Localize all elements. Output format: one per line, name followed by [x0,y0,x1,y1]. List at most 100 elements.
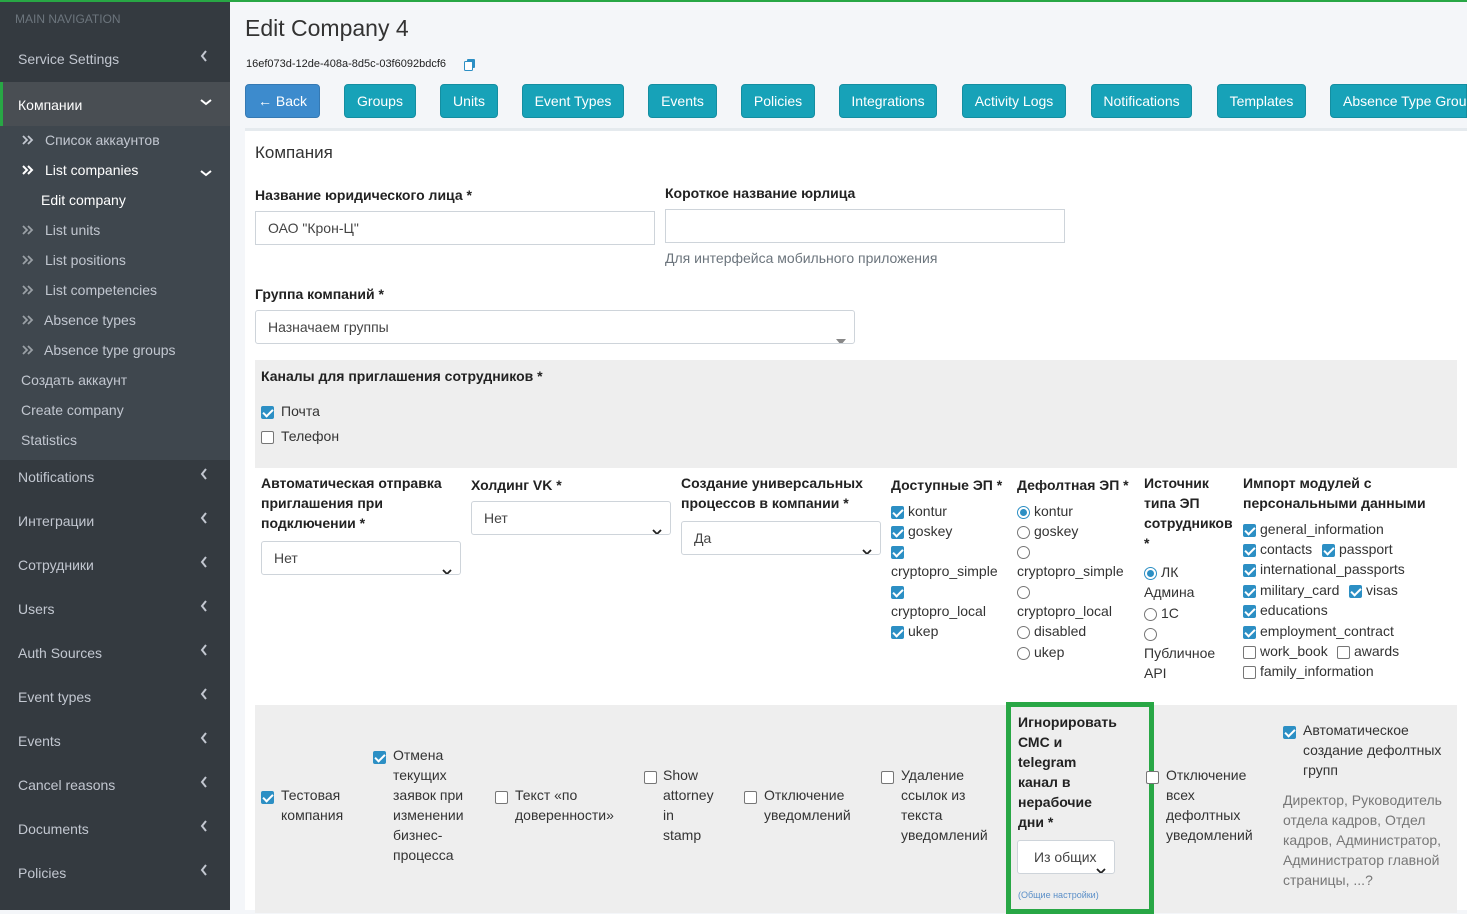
templates-button[interactable]: Templates [1217,84,1306,118]
default-kontur-label: kontur [1034,503,1073,519]
holding-vk-select[interactable]: Нет [471,501,671,535]
label-line: дефолтных [1166,807,1241,823]
module-work-book-checkbox[interactable] [1243,646,1256,659]
module-international-passports-checkbox[interactable] [1243,564,1256,577]
module-military-card-checkbox[interactable] [1243,585,1256,598]
power-of-attorney-checkbox[interactable] [495,791,508,804]
sub-item-statistics[interactable]: Statistics [0,426,230,456]
event-types-button[interactable]: Event Types [522,84,624,118]
default-cryptopro-local-radio[interactable] [1017,586,1030,599]
nav-item-label: Notifications [18,469,95,485]
activity-logs-button[interactable]: Activity Logs [962,84,1066,118]
disable-default-notifications-checkbox[interactable] [1146,771,1159,784]
label-line: Игнорировать [1018,714,1117,730]
events-button[interactable]: Events [648,84,717,118]
sub-item-list-positions[interactable]: List positions [0,246,230,276]
description-line: страницы, ...? [1283,872,1373,888]
auto-invite-select[interactable]: Нет [261,541,461,575]
ep-cryptopro-simple-checkbox[interactable] [891,546,904,559]
sub-item-list-competencies[interactable]: List competencies [0,276,230,306]
disable-notifications-checkbox[interactable] [744,791,757,804]
default-ukep-radio[interactable] [1017,647,1030,660]
default-ep-label: Дефолтная ЭП * [1017,477,1129,493]
mail-checkbox[interactable] [261,406,274,419]
phone-checkbox[interactable] [261,431,274,444]
default-goskey-radio[interactable] [1017,526,1030,539]
sub-item-label: List positions [45,252,126,268]
module-passport-checkbox[interactable] [1322,544,1335,557]
label-line: Текст «по [515,787,578,803]
sub-item-absence-type-groups[interactable]: Absence type groups [0,336,230,366]
notifications-button[interactable]: Notifications [1091,84,1192,118]
flags-panel [255,705,1457,913]
available-ep-label: Доступные ЭП * [891,477,1003,493]
nav-item-users[interactable]: Users [0,589,230,629]
sub-item-list-companies[interactable]: List companies [0,156,230,186]
default-cryptopro-simple-radio[interactable] [1017,546,1030,559]
show-attorney-checkbox[interactable] [644,771,657,784]
module-contacts-checkbox[interactable] [1243,544,1256,557]
module-educations-checkbox[interactable] [1243,605,1256,618]
ep-cryptopro-local-checkbox[interactable] [891,586,904,599]
module-general-information-label: general_information [1260,521,1384,537]
nav-item-events[interactable]: Events [0,721,230,761]
nav-item-auth-sources[interactable]: Auth Sources [0,633,230,673]
default-disabled-radio[interactable] [1017,626,1030,639]
nav-item-service-settings[interactable]: Service Settings [0,39,230,79]
ep-kontur-checkbox[interactable] [891,506,904,519]
chevron-left-icon [200,556,212,570]
module-visas-checkbox[interactable] [1349,585,1362,598]
nav-item-policies[interactable]: Policies [0,853,230,893]
label-line: групп [1303,762,1338,778]
groups-button[interactable]: Groups [344,84,416,118]
nav-item-notifications[interactable]: Notifications [0,457,230,497]
source-1c-radio[interactable] [1144,608,1157,621]
module-general-information-checkbox[interactable] [1243,524,1256,537]
legal-name-input[interactable]: ОАО "Крон-Ц" [255,211,655,245]
description-line: Директор, Руководитель [1283,792,1442,808]
sub-item-absence-types[interactable]: Absence types [0,306,230,336]
caret-down-icon [836,324,846,343]
power-of-attorney-label: Текст «по доверенности» [515,785,614,825]
label-line: Источник [1144,475,1209,491]
module-passport-label: passport [1339,541,1393,557]
short-name-input[interactable] [665,209,1065,243]
nav-item-companies[interactable]: Компании [0,82,230,128]
label-line: типа ЭП [1144,495,1200,511]
label-line: всех [1166,787,1195,803]
nav-item-event-types[interactable]: Event types [0,677,230,717]
general-settings-link[interactable]: (Общие настройки) [1018,890,1099,900]
nav-item-cancel-reasons[interactable]: Cancel reasons [0,765,230,805]
default-goskey-label: goskey [1034,523,1079,539]
universal-processes-select[interactable]: Да [681,521,881,555]
policies-button[interactable]: Policies [741,84,815,118]
source-lk-admin-radio[interactable] [1144,567,1157,580]
sub-item-list-units[interactable]: List units [0,216,230,246]
module-employment-contract-checkbox[interactable] [1243,626,1256,639]
back-button[interactable]: ← Back [245,84,320,118]
absence-type-groups-button[interactable]: Absence Type Groups [1330,84,1467,118]
source-public-api-radio[interactable] [1144,628,1157,641]
company-group-select[interactable]: Назначаем группы [255,310,855,344]
sub-item-create-company[interactable]: Create company [0,396,230,426]
test-company-checkbox[interactable] [261,791,274,804]
units-button[interactable]: Units [440,84,498,118]
default-disabled-label: disabled [1034,623,1087,639]
cancel-requests-checkbox[interactable] [373,751,386,764]
ep-goskey-checkbox[interactable] [891,526,904,539]
auto-default-groups-checkbox[interactable] [1283,726,1296,739]
nav-item-documents[interactable]: Documents [0,809,230,849]
integrations-button[interactable]: Integrations [839,84,937,118]
copy-icon[interactable] [464,58,476,71]
sub-item-accounts-list[interactable]: Список аккаунтов [0,126,230,156]
nav-item-employees[interactable]: Сотрудники [0,545,230,585]
remove-links-checkbox[interactable] [881,771,894,784]
sub-item-edit-company[interactable]: Edit company [0,186,230,216]
module-awards-checkbox[interactable] [1337,646,1350,659]
sub-item-create-account[interactable]: Создать аккаунт [0,366,230,396]
nav-item-integrations[interactable]: Интеграции [0,501,230,541]
ignore-sms-select[interactable]: Из общих [1017,840,1115,874]
ep-ukep-checkbox[interactable] [891,626,904,639]
default-kontur-radio[interactable] [1017,506,1030,519]
module-family-information-checkbox[interactable] [1243,666,1256,679]
